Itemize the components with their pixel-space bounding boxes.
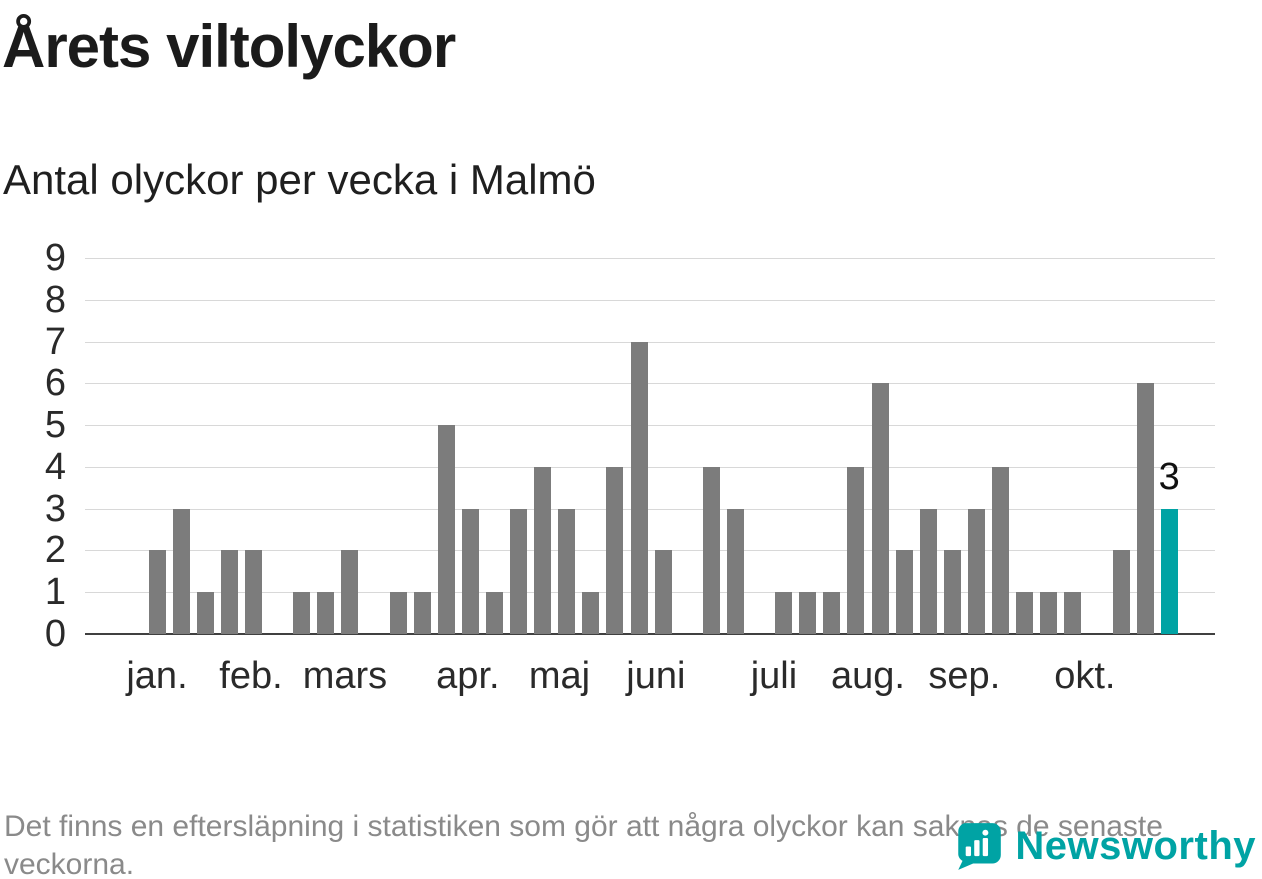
bar — [317, 592, 335, 634]
bar — [871, 383, 889, 634]
x-axis-month-label: juli — [750, 655, 798, 697]
y-axis-label: 5 — [44, 404, 66, 447]
bar — [943, 550, 961, 634]
bar — [461, 508, 479, 634]
gridline — [85, 550, 1215, 552]
bar — [172, 508, 190, 634]
bar — [148, 550, 166, 634]
bar — [823, 592, 841, 634]
x-axis-month-label: okt. — [1054, 655, 1116, 697]
bar — [534, 466, 552, 634]
highlight-value-label: 3 — [1158, 455, 1180, 498]
y-axis-label: 0 — [44, 613, 66, 655]
bar — [726, 508, 744, 634]
bar-chart: 0 1 2 3 4 5 6 7 8 9 jan. feb. mars apr. maj juni juli aug… — [0, 237, 1262, 710]
y-axis-label: 6 — [44, 362, 66, 405]
gridline — [85, 341, 1215, 343]
bar — [1040, 592, 1058, 634]
bar — [1136, 383, 1154, 634]
x-axis-month-label: apr. — [436, 655, 500, 697]
bar — [1160, 508, 1178, 634]
gridline — [85, 592, 1215, 594]
gridline — [85, 257, 1215, 259]
bar — [558, 508, 576, 634]
newsworthy-logo-icon — [958, 823, 1002, 870]
gridline — [85, 383, 1215, 385]
bar — [895, 550, 913, 634]
gridline — [85, 508, 1215, 510]
chart-subtitle: Antal olyckor per vecka i Malmö — [3, 156, 596, 203]
bar — [967, 508, 985, 634]
y-axis-label: 2 — [44, 529, 66, 572]
bar — [606, 466, 624, 634]
y-axis-label: 7 — [44, 320, 66, 363]
gridline — [85, 425, 1215, 427]
y-axis-label: 3 — [44, 487, 66, 530]
bar — [1016, 592, 1034, 634]
x-axis-month-label: maj — [528, 655, 591, 697]
x-axis-month-label: jan. — [126, 655, 188, 697]
y-axis-label: 4 — [44, 445, 66, 488]
bar — [293, 592, 311, 634]
bar — [389, 592, 407, 634]
y-axis-label: 1 — [44, 571, 66, 614]
bar — [919, 508, 937, 634]
y-axis-label: 9 — [44, 236, 66, 279]
bar — [485, 592, 503, 634]
x-axis-month-label: mars — [302, 655, 388, 697]
bar — [413, 592, 431, 634]
gridline — [85, 466, 1215, 468]
x-axis-month-label: feb. — [219, 655, 283, 697]
newsworthy-brand-name: Newsworthy — [1015, 823, 1256, 868]
bar — [630, 341, 648, 634]
bar — [244, 550, 262, 634]
bar — [437, 425, 455, 634]
bar — [1064, 592, 1082, 634]
x-axis-month-label: sep. — [928, 655, 1001, 697]
bar — [775, 592, 793, 634]
x-axis-line — [85, 633, 1215, 635]
x-axis-month-label: juni — [626, 655, 686, 697]
bar — [196, 592, 214, 634]
gridline — [85, 299, 1215, 301]
bar — [847, 466, 865, 634]
bar — [799, 592, 817, 634]
bar — [992, 466, 1009, 634]
newsworthy-logo: Newsworthy — [955, 821, 1256, 871]
bar — [510, 508, 527, 634]
bar — [702, 466, 720, 634]
bar — [654, 550, 672, 634]
bar — [220, 550, 238, 634]
bar — [341, 550, 359, 634]
bar — [582, 592, 600, 634]
page-title: Årets viltolyckor — [2, 13, 456, 80]
y-axis-label: 8 — [44, 278, 66, 321]
x-axis-month-label: aug. — [830, 655, 905, 697]
bar — [1112, 550, 1130, 634]
